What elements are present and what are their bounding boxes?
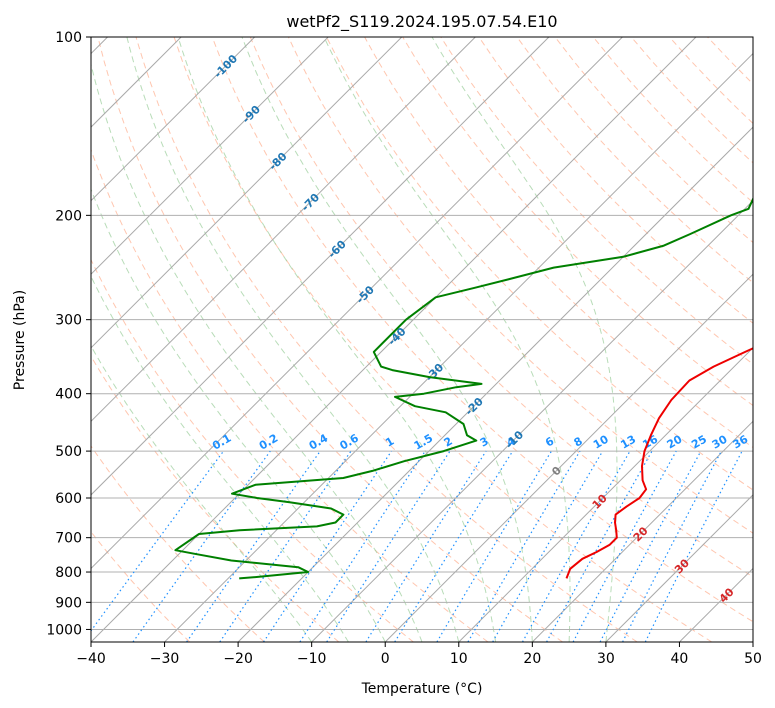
mixing-ratio-line [186, 450, 321, 642]
moist-adiabat [91, 275, 349, 642]
isotherm-line [605, 494, 753, 642]
mixing-ratio-line [436, 450, 553, 642]
isotherm-line [91, 37, 623, 570]
y-tick-label: 700 [55, 531, 82, 547]
y-tick-label: 500 [55, 444, 82, 460]
mixing-ratio-lines [91, 450, 743, 642]
y-tick-label: 200 [55, 208, 82, 224]
isotherm-line [91, 37, 329, 275]
y-tick-label: 100 [55, 30, 82, 46]
y-tick-label: 600 [55, 491, 82, 507]
sounding-profiles [174, 196, 753, 580]
x-tick-label: 30 [597, 651, 615, 667]
mixing-ratio-line [394, 450, 514, 642]
dry-adiabat [91, 258, 414, 642]
isotherm-line [458, 347, 753, 642]
dry-adiabat [249, 37, 753, 578]
x-tick-label: −10 [297, 651, 327, 667]
isotherm-line [384, 273, 753, 642]
x-tick-label: 20 [523, 651, 541, 667]
temperature-profile [565, 347, 753, 579]
moist-adiabat [177, 37, 497, 642]
x-tick-label: 50 [744, 651, 762, 667]
dry-adiabat [135, 37, 638, 642]
dewpoint-profile [174, 196, 753, 580]
mixing-ratio-line [365, 450, 487, 642]
mixing-ratio-line [326, 450, 451, 642]
moist-adiabat [91, 188, 386, 642]
isotherm-line [91, 37, 697, 642]
mixing-ratio-line [467, 450, 581, 642]
moist-adiabat [126, 37, 460, 642]
dry-adiabat [173, 37, 713, 642]
isotherm-line [91, 37, 550, 496]
isotherm-line [531, 420, 753, 642]
x-tick-label: 40 [671, 651, 689, 667]
mixing-ratio-line [572, 450, 677, 642]
moist-adiabat [431, 37, 618, 642]
plot-background [91, 37, 753, 642]
x-axis-ticks: −40 −30 −20 −10 0 10 20 30 40 50 [76, 642, 762, 667]
y-axis-ticks: 1000 900 800 700 600 500 400 300 200 100 [46, 30, 91, 638]
y-axis-label: Pressure (hPa) [12, 290, 28, 390]
chart-title: wetPf2_S119.2024.195.07.54.E10 [286, 12, 557, 32]
x-tick-label: −40 [76, 651, 106, 667]
y-tick-label: 400 [55, 387, 82, 403]
dry-adiabat [97, 37, 563, 642]
isotherm-line [237, 126, 753, 642]
moist-adiabat [323, 37, 571, 642]
isotherm-line [91, 37, 256, 202]
mixing-ratio-line [299, 450, 426, 642]
isotherm-line [91, 37, 403, 349]
x-axis-label: Temperature (°C) [361, 681, 483, 697]
x-tick-label: −20 [223, 651, 253, 667]
moist-adiabat [91, 62, 423, 642]
isotherm-line [164, 52, 753, 642]
x-tick-label: 10 [450, 651, 468, 667]
isotherm-line [91, 37, 476, 423]
dry-adiabat [326, 37, 753, 491]
x-tick-label: −30 [150, 651, 180, 667]
y-tick-label: 900 [55, 595, 82, 611]
plot-frame [90, 36, 754, 643]
y-tick-label: 300 [55, 313, 82, 329]
dry-adiabat [211, 37, 753, 623]
y-tick-label: 1000 [46, 622, 82, 638]
mixing-ratio-line [262, 450, 392, 642]
dry-adiabat [91, 445, 265, 642]
x-tick-label: 0 [381, 651, 390, 667]
mixing-ratio-line [599, 450, 702, 642]
mixing-ratio-line [132, 450, 271, 642]
dry-adiabat [287, 37, 753, 534]
isotherm-line [311, 199, 753, 642]
y-tick-label: 800 [55, 565, 82, 581]
moist-adiabat [241, 37, 533, 642]
isotherms [91, 37, 753, 642]
